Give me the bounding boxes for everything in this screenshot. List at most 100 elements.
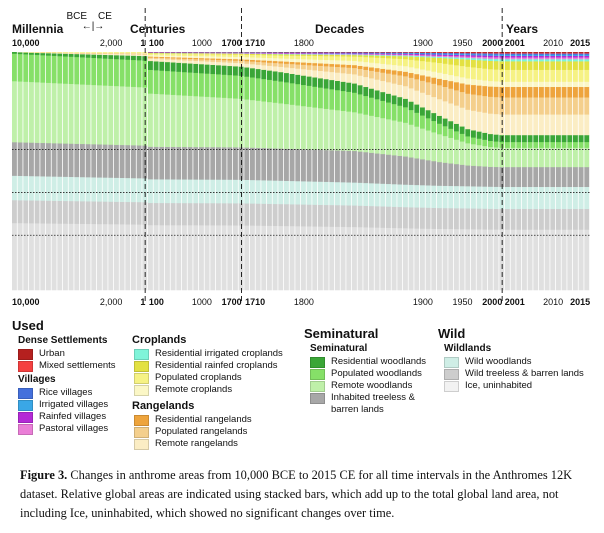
legend-item-label: Populated woodlands (331, 368, 422, 379)
bar-segment (380, 91, 386, 101)
bar-segment (363, 53, 369, 55)
bar-segment (386, 64, 391, 70)
bar-segment (340, 110, 346, 151)
bar-segment (312, 52, 318, 53)
bar-segment (499, 147, 505, 168)
bar-segment (278, 203, 284, 227)
bar-segment (573, 57, 578, 60)
bar-segment (114, 201, 119, 225)
bar-segment (176, 225, 182, 291)
bar-segment (454, 228, 459, 291)
bar-segment (23, 142, 29, 177)
bar-segment (465, 52, 471, 54)
bar-segment (522, 229, 527, 291)
bar-segment (556, 57, 561, 60)
bar-segment (527, 186, 533, 210)
bar-segment (51, 55, 57, 84)
legend-swatch (134, 349, 149, 360)
bar-segment (210, 61, 216, 65)
bar-segment (68, 53, 74, 57)
bar-segment (561, 54, 567, 56)
bar-segment (312, 204, 318, 227)
bar-segment (488, 208, 493, 230)
bar-segment (420, 159, 425, 186)
bar-segment (125, 177, 131, 203)
bar-segment (539, 69, 544, 82)
bar-segment (584, 229, 590, 291)
bar-segment (329, 71, 335, 81)
bar-segment (278, 63, 284, 67)
legend-item-label: Rainfed villages (39, 411, 107, 422)
bar-segment (238, 60, 244, 64)
bar-segment (420, 56, 425, 62)
bar-segment (363, 114, 369, 153)
bar-segment (510, 86, 516, 98)
bar-segment (550, 134, 556, 143)
bar-segment (323, 53, 329, 54)
bar-segment (204, 146, 210, 180)
bar-segment (425, 207, 431, 229)
bar-segment (261, 53, 267, 55)
bar-segment (488, 52, 493, 54)
bar-segment (153, 179, 159, 204)
bar-segment (306, 59, 312, 63)
tick-label-top: 1950 (452, 38, 472, 48)
bar-segment (199, 53, 204, 55)
bar-segment (363, 54, 369, 56)
bar-segment (227, 62, 233, 67)
bar-segment (539, 52, 544, 53)
bar-segment (420, 75, 425, 81)
bar-segment (34, 200, 40, 224)
bar-segment (522, 134, 527, 143)
bar-segment (448, 103, 454, 122)
tick-label-top: 2015 (570, 38, 590, 48)
bar-segment (386, 58, 391, 65)
bar-segment (533, 147, 539, 168)
bar-segment (510, 208, 516, 230)
bar-segment (199, 60, 204, 65)
bar-segment (505, 61, 510, 70)
bar-segment (442, 52, 448, 54)
bar-segment (397, 227, 403, 291)
bar-segment (584, 54, 590, 56)
bar-segment (556, 97, 561, 115)
bar-segment (374, 52, 380, 54)
bar-segment (510, 61, 516, 70)
bar-segment (482, 55, 488, 58)
bar-segment (125, 53, 131, 55)
bar-segment (102, 85, 108, 145)
bar-segment (136, 201, 142, 225)
bar-segment (493, 81, 499, 87)
bar-segment (516, 81, 522, 88)
bar-segment (250, 53, 255, 54)
bar-segment (539, 208, 544, 230)
bar-segment (159, 52, 165, 54)
bar-segment (510, 141, 516, 148)
bar-segment (550, 166, 556, 188)
bar-segment (369, 62, 374, 68)
bar-segment (374, 71, 380, 80)
bar-segment (306, 106, 312, 150)
bar-segment (318, 149, 323, 182)
bar-segment (471, 186, 476, 209)
bar-segment (437, 228, 442, 291)
tick-label-top: 1900 (413, 38, 433, 48)
bar-segment (34, 54, 40, 83)
bar-segment (459, 83, 465, 93)
bar-segment (340, 54, 346, 57)
bar-segment (448, 163, 454, 187)
bar-segment (357, 55, 363, 57)
bar-segment (295, 52, 301, 53)
bar-segment (544, 134, 550, 143)
bar-segment (510, 54, 516, 56)
bar-segment (584, 52, 590, 53)
bar-segment (346, 205, 352, 228)
bar-segment (63, 52, 68, 53)
bar-segment (221, 203, 227, 226)
bar-segment (544, 81, 550, 88)
bar-segment (374, 54, 380, 56)
bar-segment (527, 208, 533, 230)
bar-segment (182, 95, 187, 148)
bar-segment (216, 203, 221, 226)
bar-segment (63, 223, 68, 291)
